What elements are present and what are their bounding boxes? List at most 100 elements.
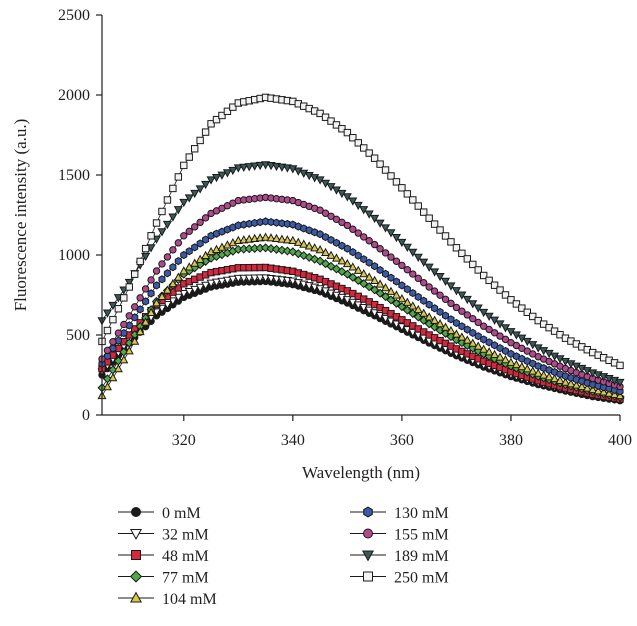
data-point bbox=[523, 357, 531, 366]
data-point bbox=[479, 322, 488, 330]
data-point bbox=[414, 202, 422, 210]
data-point bbox=[440, 322, 451, 331]
data-point bbox=[430, 315, 440, 324]
data-point bbox=[354, 251, 362, 260]
data-point bbox=[222, 169, 232, 178]
legend-entry: 77 mM bbox=[118, 570, 209, 587]
data-point bbox=[408, 301, 418, 310]
data-point bbox=[496, 344, 504, 353]
legend-marker bbox=[363, 506, 373, 518]
data-point bbox=[169, 184, 177, 193]
data-point bbox=[451, 329, 461, 338]
data-point bbox=[523, 308, 532, 316]
data-point bbox=[322, 232, 330, 242]
data-point bbox=[332, 215, 341, 224]
data-point bbox=[141, 252, 151, 262]
data-point bbox=[207, 120, 215, 128]
data-point bbox=[174, 173, 183, 181]
data-point bbox=[152, 267, 161, 275]
data-point bbox=[321, 113, 330, 121]
data-point bbox=[473, 304, 483, 313]
data-point bbox=[217, 277, 227, 286]
data-point bbox=[342, 258, 352, 268]
data-point bbox=[495, 352, 505, 361]
data-point bbox=[282, 246, 292, 256]
legend-label: 130 mM bbox=[394, 505, 449, 522]
data-point bbox=[103, 326, 112, 335]
data-point bbox=[359, 268, 369, 278]
data-point bbox=[507, 296, 515, 304]
data-point bbox=[168, 213, 178, 222]
data-point bbox=[555, 375, 565, 384]
data-point bbox=[120, 294, 128, 302]
data-point bbox=[480, 335, 488, 344]
data-point bbox=[501, 335, 510, 344]
data-point bbox=[185, 153, 193, 161]
data-point bbox=[413, 304, 423, 314]
data-point bbox=[403, 190, 412, 198]
data-point bbox=[310, 243, 320, 252]
data-point bbox=[300, 224, 308, 233]
data-point bbox=[545, 365, 553, 375]
data-point bbox=[141, 244, 150, 253]
data-point bbox=[349, 134, 357, 142]
data-point bbox=[365, 258, 373, 267]
data-point bbox=[157, 228, 167, 237]
data-point bbox=[408, 248, 418, 258]
legend-entry: 104 mM bbox=[118, 591, 217, 608]
legend-label: 155 mM bbox=[394, 527, 449, 544]
data-point bbox=[370, 214, 380, 224]
y-tick-label: 1000 bbox=[58, 247, 90, 264]
data-point bbox=[136, 294, 144, 302]
data-point bbox=[211, 174, 222, 183]
data-point bbox=[490, 281, 499, 289]
data-point bbox=[163, 269, 171, 278]
legend-label: 189 mM bbox=[394, 548, 449, 565]
data-point bbox=[414, 292, 422, 302]
data-point bbox=[360, 144, 368, 152]
data-point bbox=[125, 283, 133, 291]
data-point bbox=[371, 262, 379, 271]
data-point bbox=[354, 139, 362, 147]
data-point bbox=[109, 315, 117, 324]
data-point bbox=[228, 166, 238, 176]
data-point bbox=[223, 107, 232, 116]
legend-entry: 32 mM bbox=[118, 527, 209, 544]
data-point bbox=[441, 311, 450, 320]
data-point bbox=[529, 312, 537, 321]
data-point bbox=[391, 234, 401, 243]
data-point bbox=[431, 304, 439, 313]
data-point bbox=[425, 214, 433, 222]
data-point bbox=[375, 219, 385, 228]
data-point bbox=[409, 270, 417, 278]
data-point bbox=[201, 180, 211, 190]
data-point bbox=[452, 303, 461, 312]
legend-marker bbox=[361, 550, 375, 562]
data-point bbox=[588, 384, 598, 394]
data-point bbox=[343, 244, 351, 253]
legend-marker bbox=[363, 528, 373, 539]
data-point bbox=[321, 209, 330, 217]
data-point bbox=[348, 197, 358, 206]
data-point bbox=[119, 355, 129, 364]
data-point bbox=[496, 332, 504, 340]
data-point bbox=[392, 257, 401, 265]
data-point bbox=[512, 352, 520, 361]
data-point bbox=[250, 274, 260, 283]
data-point bbox=[533, 368, 543, 377]
data-point bbox=[397, 238, 407, 248]
data-point bbox=[512, 300, 521, 308]
data-point bbox=[446, 325, 456, 335]
legend-label: 77 mM bbox=[162, 570, 209, 587]
data-point bbox=[109, 338, 117, 346]
data-point bbox=[266, 244, 276, 254]
data-point bbox=[463, 325, 471, 334]
legend-marker bbox=[129, 591, 143, 603]
data-point bbox=[113, 364, 123, 373]
data-point bbox=[364, 282, 374, 292]
data-point bbox=[420, 278, 428, 287]
data-point bbox=[397, 293, 407, 303]
data-point bbox=[174, 256, 182, 266]
x-axis-label: Wavelength (nm) bbox=[302, 463, 420, 482]
data-point bbox=[201, 214, 210, 222]
